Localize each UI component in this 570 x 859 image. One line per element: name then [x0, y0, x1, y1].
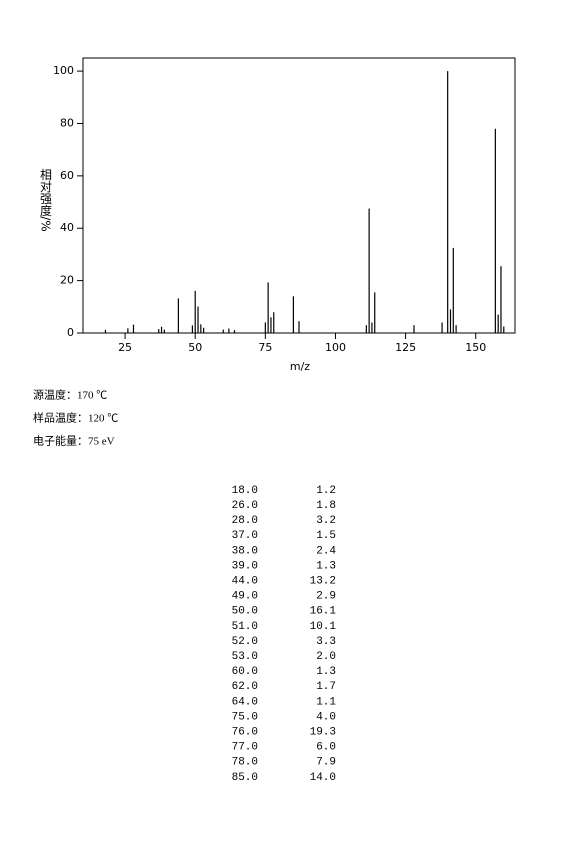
info-line: 样品温度：120 ℃ — [33, 411, 118, 425]
x-tick-label: 150 — [465, 341, 486, 354]
y-tick-label: 80 — [60, 116, 74, 129]
x-axis-label: m/z — [290, 360, 310, 373]
mz-cell: 85.0 — [232, 772, 258, 784]
intensity-cell: 7.9 — [316, 757, 336, 769]
x-tick-label: 75 — [258, 341, 272, 354]
x-tick-label: 25 — [118, 341, 132, 354]
mz-cell: 77.0 — [232, 742, 258, 754]
mz-cell: 37.0 — [232, 530, 258, 542]
intensity-cell: 10.1 — [310, 621, 337, 633]
intensity-cell: 3.3 — [316, 636, 336, 648]
mz-cell: 51.0 — [232, 621, 258, 633]
intensity-cell: 1.2 — [316, 485, 336, 497]
info-line: 源温度：170 ℃ — [33, 388, 107, 402]
intensity-cell: 14.0 — [310, 772, 336, 784]
mz-cell: 49.0 — [232, 591, 258, 603]
intensity-cell: 2.9 — [316, 591, 336, 603]
intensity-cell: 4.0 — [316, 711, 336, 723]
intensity-cell: 19.3 — [310, 727, 336, 739]
x-tick-label: 100 — [325, 341, 346, 354]
y-tick-label: 20 — [60, 274, 74, 287]
mz-cell: 50.0 — [232, 606, 258, 618]
intensity-cell: 1.8 — [316, 500, 336, 512]
intensity-cell: 1.1 — [316, 696, 336, 708]
intensity-cell: 6.0 — [316, 742, 336, 754]
intensity-cell: 1.5 — [316, 530, 336, 542]
plot-frame — [82, 57, 516, 334]
intensity-cell: 1.7 — [316, 681, 336, 693]
intensity-cell: 13.2 — [310, 576, 336, 588]
mz-cell: 28.0 — [232, 515, 258, 527]
intensity-cell: 2.4 — [316, 545, 336, 557]
mz-cell: 62.0 — [232, 681, 258, 693]
mz-cell: 75.0 — [232, 711, 258, 723]
mz-cell: 60.0 — [232, 666, 258, 678]
x-tick-label: 125 — [395, 341, 416, 354]
mz-cell: 26.0 — [232, 500, 258, 512]
mz-cell: 53.0 — [232, 651, 258, 663]
mz-cell: 64.0 — [232, 696, 258, 708]
mz-cell: 76.0 — [232, 727, 258, 739]
mz-cell: 18.0 — [232, 485, 258, 497]
x-tick-label: 50 — [188, 341, 202, 354]
intensity-cell: 2.0 — [316, 651, 336, 663]
mz-cell: 78.0 — [232, 757, 258, 769]
info-line: 电子能量：75 eV — [33, 434, 115, 448]
y-tick-label: 40 — [60, 221, 74, 234]
mz-cell: 38.0 — [232, 545, 258, 557]
y-tick-label: 0 — [67, 326, 74, 339]
intensity-cell: 1.3 — [316, 560, 336, 572]
intensity-cell: 16.1 — [310, 606, 337, 618]
intensity-cell: 3.2 — [316, 515, 336, 527]
mz-cell: 44.0 — [232, 576, 258, 588]
y-tick-label: 100 — [53, 64, 74, 77]
y-tick-label: 60 — [60, 169, 74, 182]
intensity-cell: 1.3 — [316, 666, 336, 678]
mz-cell: 39.0 — [232, 560, 258, 572]
y-axis-label: 相对强度/% — [39, 168, 53, 232]
mz-cell: 52.0 — [232, 636, 258, 648]
